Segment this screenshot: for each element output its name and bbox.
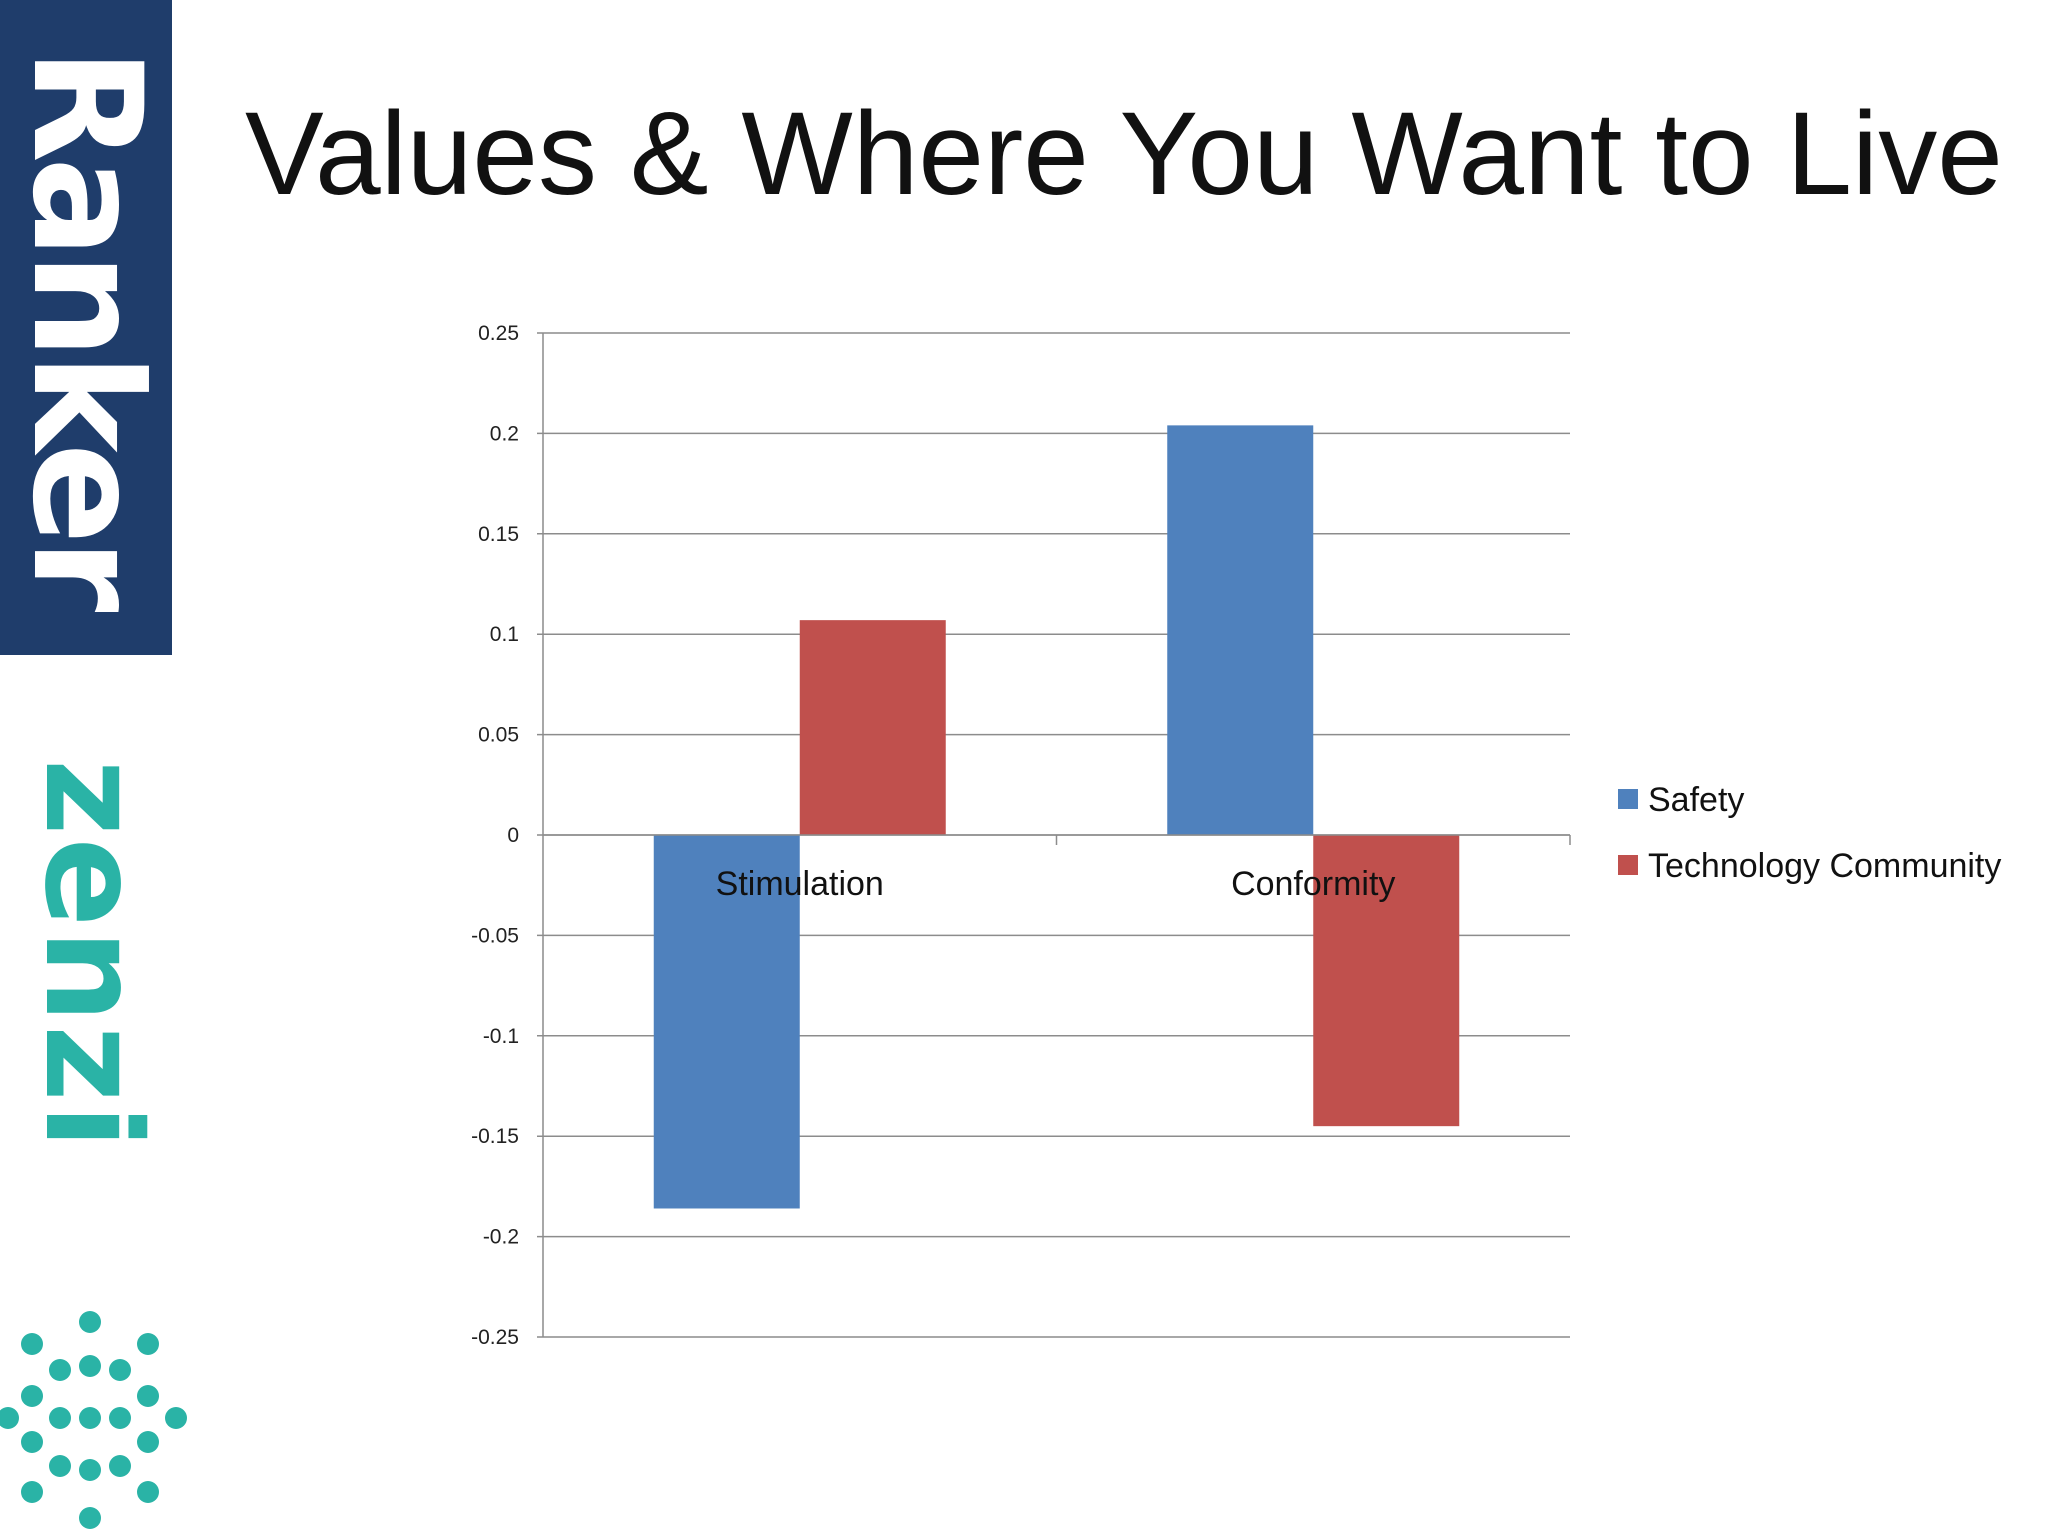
chart-bars — [653, 425, 1460, 1209]
bar — [1167, 425, 1314, 835]
y-tick-label: 0.05 — [478, 724, 519, 747]
zenzi-dots-icon — [0, 1311, 187, 1529]
zenzi-dot — [165, 1407, 187, 1429]
y-tick-label: 0.15 — [478, 523, 519, 546]
y-tick-label: -0.25 — [471, 1326, 519, 1349]
zenzi-dot — [137, 1385, 159, 1407]
y-tick-label: 0.2 — [490, 422, 519, 445]
zenzi-dot — [49, 1359, 71, 1381]
zenzi-dot — [21, 1431, 43, 1453]
zenzi-dot — [79, 1507, 101, 1529]
bar — [799, 620, 946, 835]
y-tick-label: 0 — [507, 824, 519, 847]
zenzi-dot — [79, 1311, 101, 1333]
ranker-logo-panel: Ranker — [0, 0, 172, 655]
y-tick-label: -0.1 — [483, 1025, 519, 1048]
zenzi-dot — [109, 1359, 131, 1381]
zenzi-dot — [137, 1431, 159, 1453]
zenzi-dot — [137, 1333, 159, 1355]
zenzi-dot — [21, 1385, 43, 1407]
zenzi-dot — [79, 1407, 101, 1429]
slide-title: Values & Where You Want to Live — [245, 88, 2003, 220]
bar — [653, 835, 800, 1209]
zenzi-dot — [49, 1407, 71, 1429]
bar — [1313, 835, 1460, 1127]
legend-label: Safety — [1648, 781, 1744, 819]
y-tick-label: -0.05 — [471, 924, 519, 947]
y-tick-label: -0.15 — [471, 1125, 519, 1148]
legend-label: Technology Community — [1648, 847, 2001, 885]
chart-axes — [542, 333, 1571, 1337]
zenzi-dot — [79, 1355, 101, 1377]
y-tick-label: 0.25 — [478, 322, 519, 345]
x-category-label: Stimulation — [716, 865, 884, 903]
zenzi-dot — [21, 1481, 43, 1503]
zenzi-dot — [109, 1455, 131, 1477]
chart-labels: 0.25 0.2 0.15 0.1 0.05 0 -0.05 -0.1 -0.15 -0.2 -0.… — [471, 322, 1395, 1349]
zenzi-dot — [79, 1459, 101, 1481]
zenzi-dot — [21, 1333, 43, 1355]
zenzi-dot — [109, 1407, 131, 1429]
zenzi-dot — [49, 1455, 71, 1477]
legend-swatch — [1618, 855, 1638, 875]
zenzi-dot — [137, 1481, 159, 1503]
x-category-label: Conformity — [1231, 865, 1395, 903]
y-tick-label: 0.1 — [490, 623, 519, 646]
y-tick-label: -0.2 — [483, 1226, 519, 1249]
legend-swatch — [1618, 789, 1638, 809]
chart-legend: Safety Technology Community — [1618, 781, 2001, 885]
zenzi-dot — [0, 1407, 19, 1429]
